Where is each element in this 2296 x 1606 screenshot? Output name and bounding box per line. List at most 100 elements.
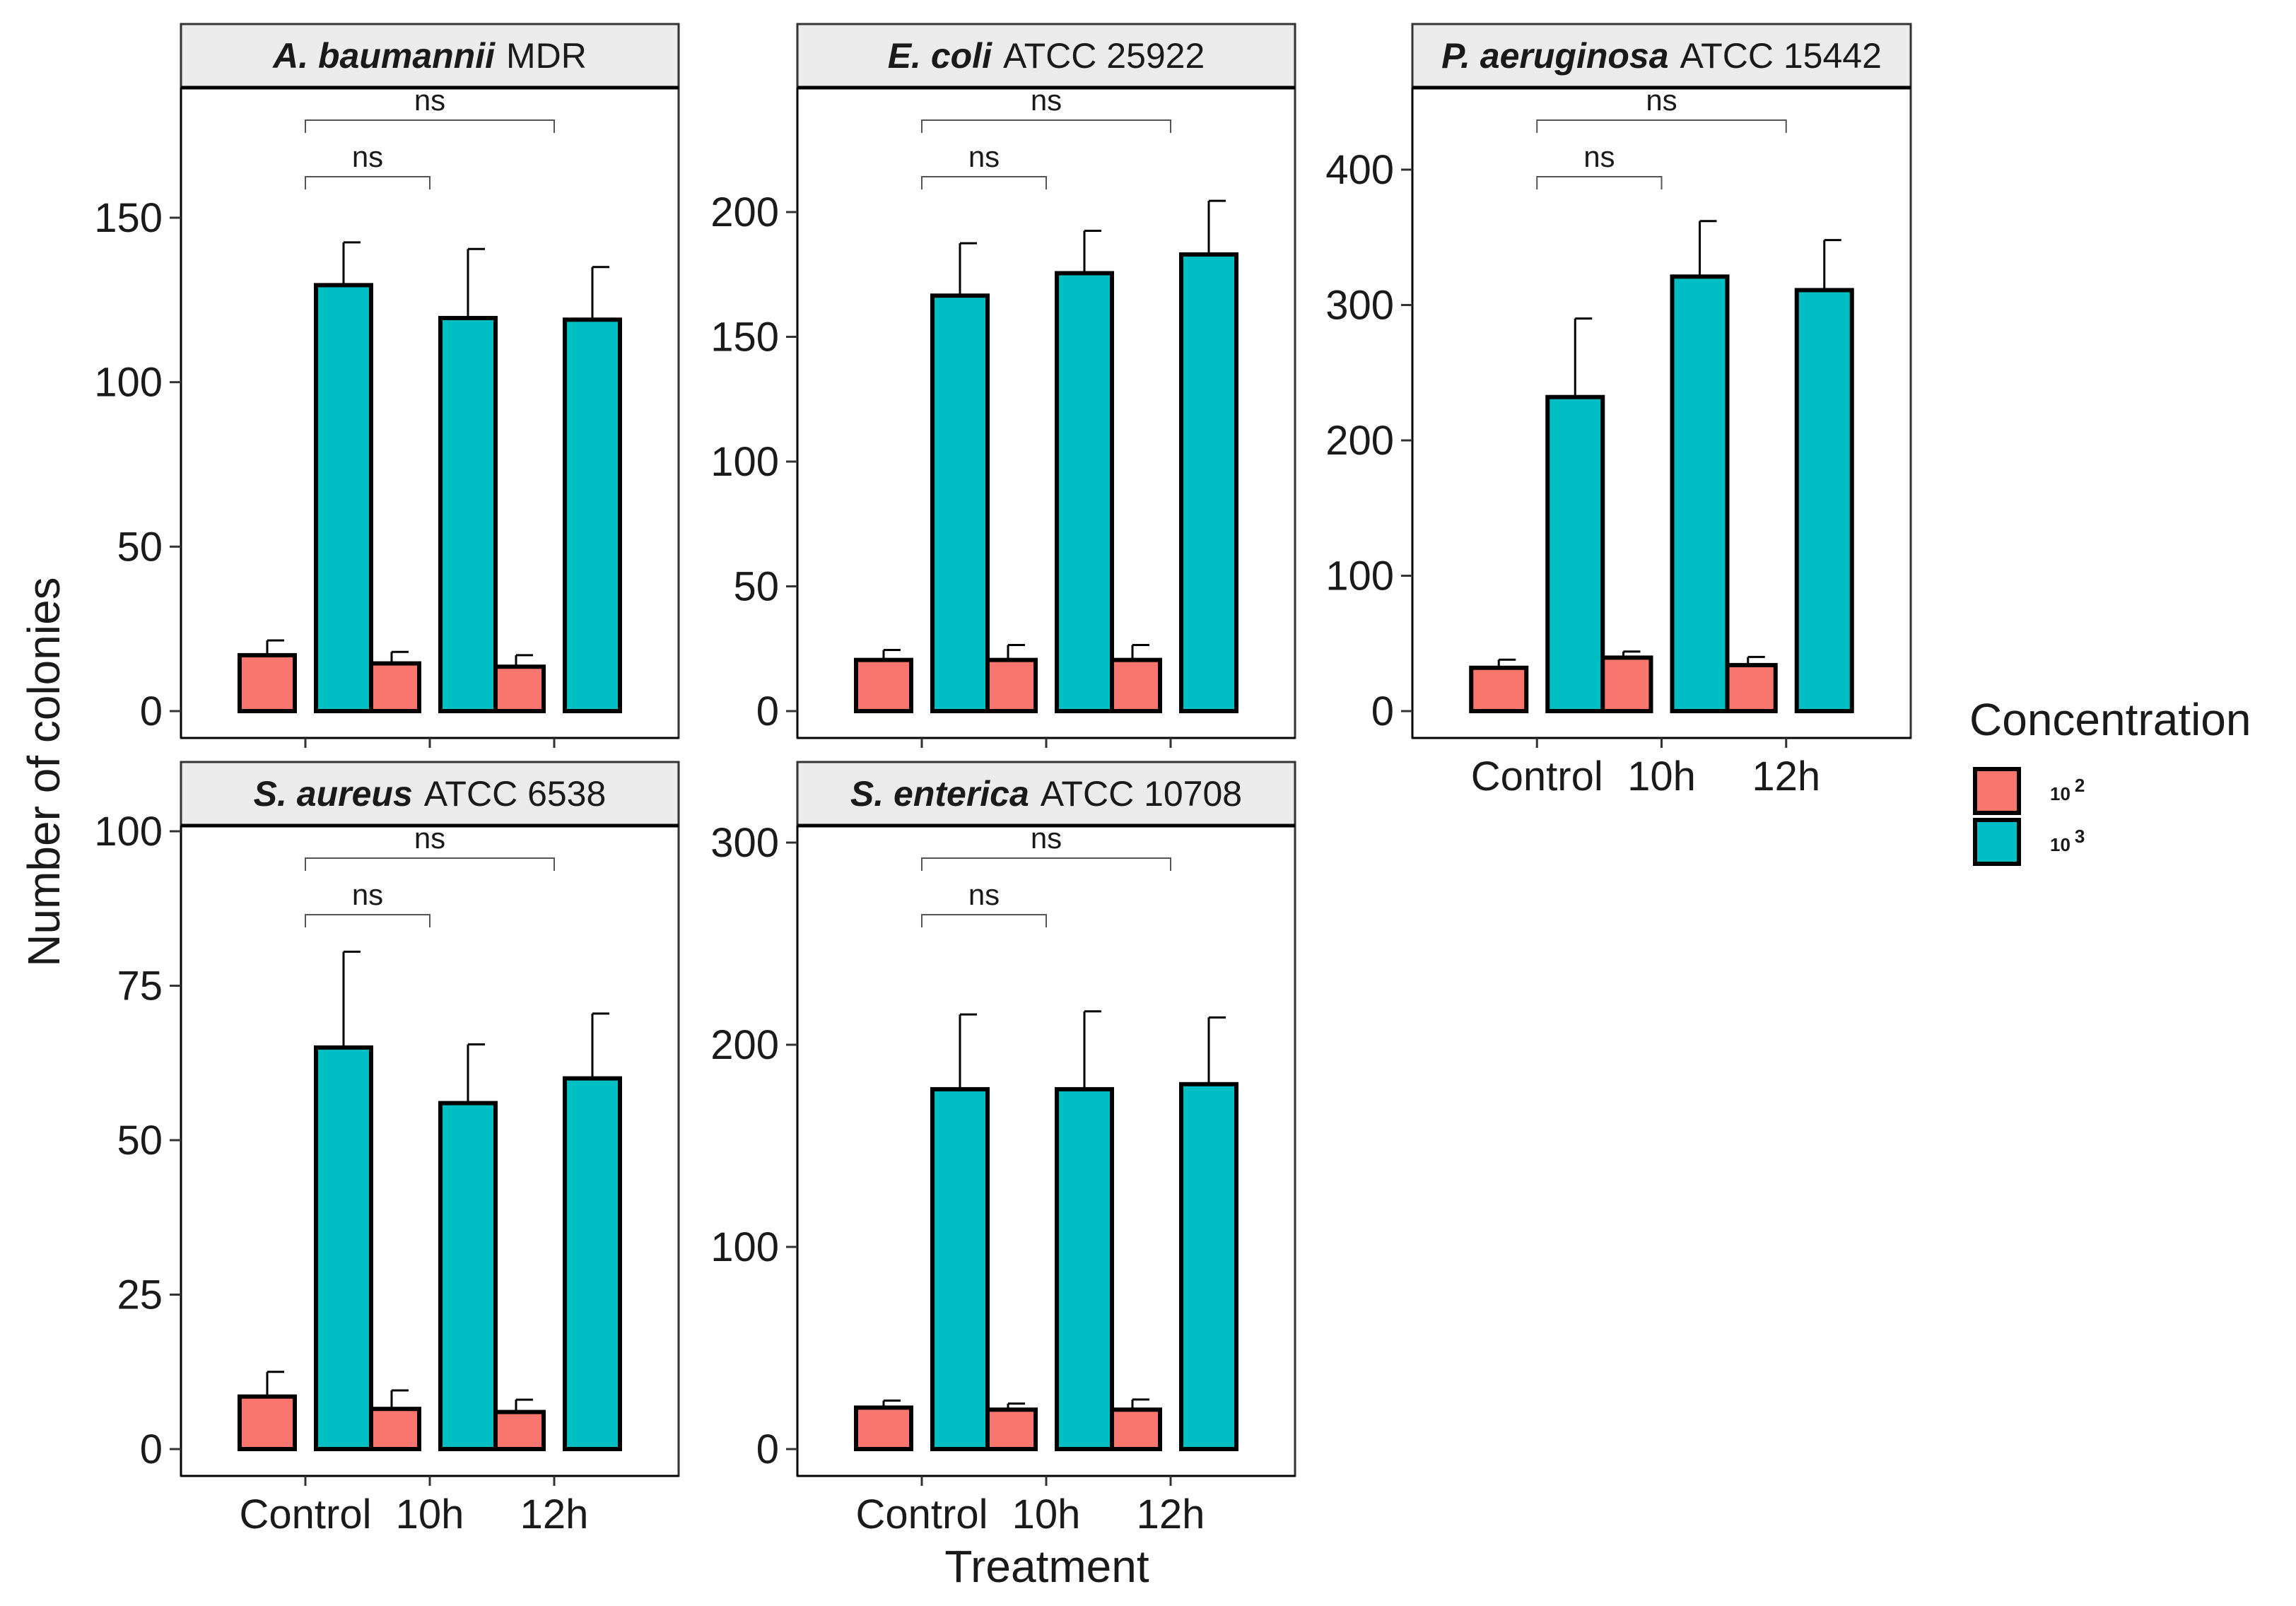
significance-bracket — [921, 914, 1047, 927]
bar-conc-10-3 — [930, 1086, 990, 1452]
y-tick-label: 0 — [756, 688, 779, 734]
significance-label: ns — [1646, 83, 1677, 117]
y-tick-label: 200 — [710, 1022, 779, 1068]
bar-conc-10-3 — [314, 283, 373, 714]
significance-label: ns — [968, 140, 1000, 173]
bar-conc-10-3 — [438, 1101, 498, 1452]
panel-4: S. aureus ATCC 6538 0 25 50 75 100 Control 10h 12… — [94, 761, 680, 1537]
significance-label: ns — [414, 83, 445, 117]
x-tick-label: Control — [856, 1491, 988, 1537]
y-tick-label: 100 — [94, 809, 163, 855]
panel-3: P. aeruginosa ATCC 15442 0 100 200 300 400 Cont… — [1325, 23, 1912, 799]
x-tick-label: 12h — [1137, 1491, 1205, 1537]
x-tick-label: Control — [240, 1491, 372, 1537]
strip-strain: ATCC 6538 — [424, 774, 607, 814]
y-tick-label: 100 — [94, 360, 163, 406]
bar-conc-10-2 — [1718, 662, 1778, 714]
significance-label: ns — [352, 140, 383, 173]
bar-conc-10-3 — [1179, 1082, 1238, 1451]
legend-label-exponent: 2 — [2075, 775, 2085, 796]
bar-conc-10-2 — [854, 657, 913, 714]
y-tick-label: 150 — [710, 315, 779, 361]
strip-species: P. aeruginosa — [1441, 36, 1668, 76]
y-tick-label: 200 — [1325, 418, 1394, 464]
significance-bracket — [305, 914, 430, 927]
legend-key-conc-10-2 — [1973, 767, 2021, 815]
x-tick-label: 10h — [396, 1491, 464, 1537]
y-tick-label: 0 — [140, 1426, 163, 1472]
strip-background — [796, 761, 1296, 827]
y-tick-label: 75 — [117, 963, 163, 1009]
significance-label: ns — [352, 878, 383, 911]
significance-bracket — [921, 119, 1171, 133]
y-axis-title: Number of colonies — [18, 577, 69, 966]
strip-label: S. enterica ATCC 10708 — [850, 774, 1242, 814]
y-tick-label: 0 — [140, 688, 163, 734]
y-tick-label: 50 — [733, 564, 779, 610]
significance-label: ns — [1583, 140, 1615, 173]
strip-species: S. aureus — [254, 774, 413, 814]
legend-title: Concentration — [1969, 694, 2251, 745]
significance-bracket — [1536, 119, 1787, 133]
y-tick-label: 300 — [710, 820, 779, 866]
significance-bracket — [305, 119, 555, 133]
significance-label: ns — [1031, 83, 1062, 117]
y-tick-label: 50 — [117, 524, 163, 570]
strip-strain: MDR — [506, 36, 587, 76]
bar-conc-10-2 — [1469, 665, 1529, 713]
significance-label: ns — [1031, 821, 1062, 855]
bar-conc-10-2 — [1593, 655, 1653, 713]
significance-label: ns — [968, 878, 1000, 911]
y-tick-label: 150 — [94, 195, 163, 241]
bar-conc-10-3 — [314, 1045, 373, 1451]
strip-label: P. aeruginosa ATCC 15442 — [1441, 36, 1882, 76]
legend-label-base: 10 — [2050, 783, 2070, 804]
panel-5: S. enterica ATCC 10708 0 100 200 300 Control 10… — [710, 761, 1296, 1537]
y-tick-label: 200 — [710, 189, 779, 235]
strip-background — [180, 761, 680, 827]
legend-label: 10 3 — [2050, 826, 2085, 855]
strip-strain: ATCC 10708 — [1041, 774, 1242, 814]
x-tick-label: 12h — [1752, 754, 1820, 799]
significance-label: ns — [414, 821, 445, 855]
strip-background — [1411, 23, 1912, 89]
bar-conc-10-3 — [1670, 274, 1730, 714]
bar-conc-10-3 — [563, 1076, 622, 1451]
strip-background — [180, 23, 680, 89]
strip-strain: ATCC 25922 — [1003, 36, 1205, 76]
significance-bracket — [1536, 176, 1663, 189]
x-tick-label: 10h — [1627, 754, 1696, 799]
significance-bracket — [921, 857, 1171, 871]
strip-label: A. baumannii MDR — [271, 36, 587, 76]
y-tick-label: 50 — [117, 1118, 163, 1164]
bar-conc-10-3 — [1055, 271, 1114, 713]
y-tick-label: 100 — [1325, 553, 1394, 599]
bar-conc-10-3 — [1179, 252, 1238, 713]
x-tick-label: Control — [1471, 754, 1603, 799]
y-tick-label: 400 — [1325, 147, 1394, 193]
legend-label: 10 2 — [2050, 775, 2085, 804]
y-tick-label: 0 — [756, 1426, 779, 1472]
strip-label: E. coli ATCC 25922 — [888, 36, 1205, 76]
bar-conc-10-2 — [238, 1394, 297, 1451]
bar-conc-10-3 — [1055, 1086, 1114, 1452]
bar-conc-10-2 — [854, 1405, 913, 1451]
y-tick-label: 0 — [1371, 688, 1394, 734]
y-tick-label: 25 — [117, 1272, 163, 1318]
strip-label: S. aureus ATCC 6538 — [254, 774, 607, 814]
legend-key-conc-10-3 — [1973, 818, 2021, 866]
bar-conc-10-3 — [1794, 288, 1854, 713]
y-tick-label: 300 — [1325, 283, 1394, 329]
bar-conc-10-3 — [438, 315, 498, 713]
strip-species: E. coli — [888, 36, 992, 76]
strip-background — [796, 23, 1296, 89]
significance-bracket — [305, 857, 555, 871]
legend-label-base: 10 — [2050, 834, 2070, 855]
x-tick-label: 12h — [520, 1491, 589, 1537]
strip-species: A. baumannii — [271, 36, 496, 76]
